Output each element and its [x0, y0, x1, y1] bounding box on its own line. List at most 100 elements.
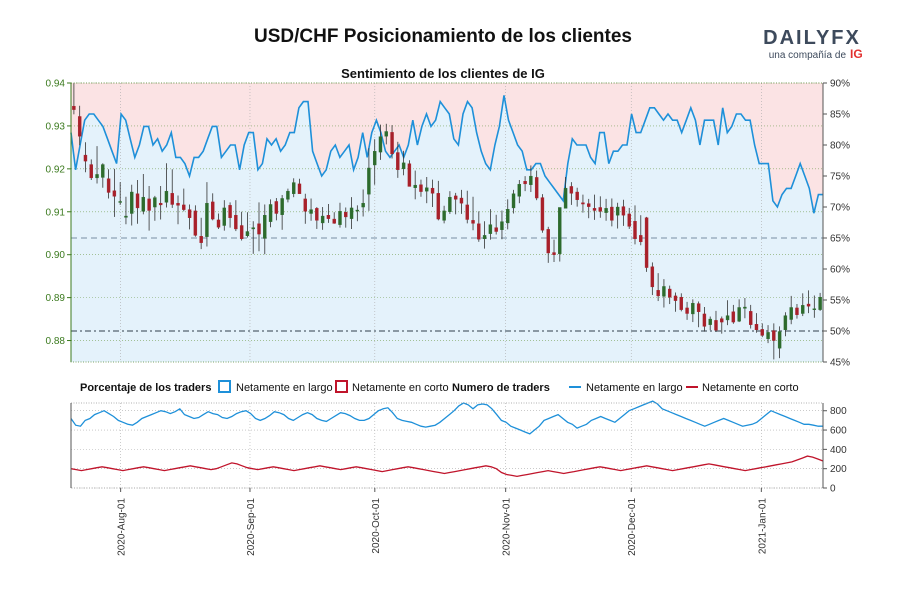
candle-98 — [639, 215, 643, 246]
candle-body-35 — [274, 201, 279, 214]
candle-body-54 — [384, 131, 388, 137]
candle-68 — [465, 190, 469, 224]
candle-19 — [182, 188, 186, 212]
candle-body-29 — [239, 225, 244, 240]
candle-46 — [338, 202, 342, 228]
candle-62 — [430, 179, 435, 208]
x-label-2: 2020-Oct-01 — [371, 498, 382, 554]
candle-body-39 — [297, 183, 302, 194]
candle-body-73 — [494, 227, 498, 232]
right-tick-label-2: 80% — [830, 141, 850, 152]
candle-72 — [488, 209, 493, 240]
candle-99 — [644, 216, 649, 272]
traders-tick-label-2: 400 — [830, 445, 847, 456]
candle-58 — [407, 160, 412, 187]
candle-76 — [511, 189, 516, 214]
candle-77 — [517, 180, 522, 204]
candle-65 — [448, 191, 452, 214]
candle-body-50 — [361, 202, 365, 208]
candle-body-36 — [280, 198, 284, 215]
candle-106 — [685, 301, 689, 320]
candle-50 — [361, 189, 365, 217]
candle-123 — [783, 312, 788, 337]
candle-body-96 — [627, 213, 631, 227]
candle-20 — [187, 204, 192, 230]
candle-69 — [471, 196, 475, 231]
short-area-fill — [71, 83, 823, 214]
candle-14 — [153, 195, 157, 221]
candle-53 — [378, 124, 383, 160]
left-tick-label-2: 0.92 — [46, 164, 66, 175]
left-tick-label-6: 0.88 — [46, 336, 66, 347]
candle-97 — [633, 205, 637, 245]
candle-body-22 — [199, 236, 203, 243]
traders-plot-grid — [71, 403, 823, 489]
legend-short-label: Netamente en corto — [352, 382, 449, 394]
candle-body-74 — [500, 221, 504, 230]
main-plot-grid — [71, 82, 823, 362]
candle-109 — [702, 307, 707, 332]
candle-78 — [523, 176, 527, 192]
legend: Porcentaje de los traders Netamente en l… — [80, 380, 799, 394]
candle-body-105 — [679, 296, 683, 310]
candle-64 — [442, 205, 446, 224]
candle-36 — [280, 195, 284, 230]
legend-long-label: Netamente en largo — [236, 382, 333, 394]
candle-body-2 — [83, 154, 88, 162]
candle-body-115 — [737, 307, 741, 322]
candle-body-118 — [754, 324, 759, 331]
candle-body-46 — [338, 211, 342, 225]
candle-21 — [193, 205, 198, 237]
candle-8 — [118, 182, 122, 205]
legend-short-swatch — [335, 380, 348, 393]
left-tick-label-1: 0.93 — [46, 121, 66, 132]
candle-body-97 — [633, 221, 637, 240]
candle-body-91 — [598, 207, 602, 212]
candle-body-77 — [517, 184, 522, 197]
candle-124 — [789, 295, 793, 325]
right-tick-label-4: 70% — [830, 203, 850, 214]
candle-51 — [367, 148, 371, 211]
candle-body-114 — [731, 311, 736, 323]
x-label-5: 2021-Jan-01 — [757, 498, 768, 555]
legend-count-long-label: Netamente en largo — [586, 382, 683, 394]
candle-body-37 — [286, 190, 290, 200]
candle-105 — [679, 293, 683, 312]
candle-30 — [245, 212, 250, 238]
candle-115 — [737, 299, 741, 323]
candle-body-78 — [523, 181, 527, 185]
candle-37 — [286, 188, 290, 203]
candle-body-69 — [471, 220, 475, 224]
legend-count-short-label: Netamente en corto — [702, 382, 799, 394]
legend-count-heading: Numero de traders — [452, 382, 550, 394]
candle-body-86 — [569, 186, 574, 194]
candle-body-94 — [615, 206, 620, 216]
traders-tick-label-0: 800 — [830, 406, 847, 417]
candle-91 — [598, 196, 602, 218]
candle-70 — [477, 211, 481, 242]
logo-ig: IG — [850, 47, 863, 61]
legend-long-swatch — [218, 380, 231, 393]
candle-43 — [320, 207, 325, 230]
candle-80 — [534, 170, 539, 201]
candle-body-51 — [367, 167, 371, 195]
candle-body-15 — [158, 202, 163, 206]
traders-plot-axes: 800 600 400 200 0 — [70, 402, 847, 495]
candle-body-100 — [650, 266, 655, 288]
candle-body-89 — [587, 203, 591, 207]
candle-body-23 — [205, 202, 209, 237]
candle-body-10 — [130, 191, 134, 214]
candle-15 — [158, 186, 163, 220]
candle-body-103 — [668, 288, 672, 298]
candle-81 — [540, 194, 545, 233]
right-tick-label-9: 45% — [830, 358, 850, 369]
candle-61 — [425, 177, 429, 204]
candle-48 — [349, 197, 354, 229]
candle-93 — [610, 198, 614, 227]
candle-6 — [106, 169, 111, 199]
candle-17 — [170, 169, 174, 208]
candle-body-110 — [708, 318, 712, 325]
x-label-4: 2020-Dec-01 — [627, 498, 638, 556]
candle-40 — [303, 193, 307, 224]
right-tick-label-7: 55% — [830, 296, 850, 307]
